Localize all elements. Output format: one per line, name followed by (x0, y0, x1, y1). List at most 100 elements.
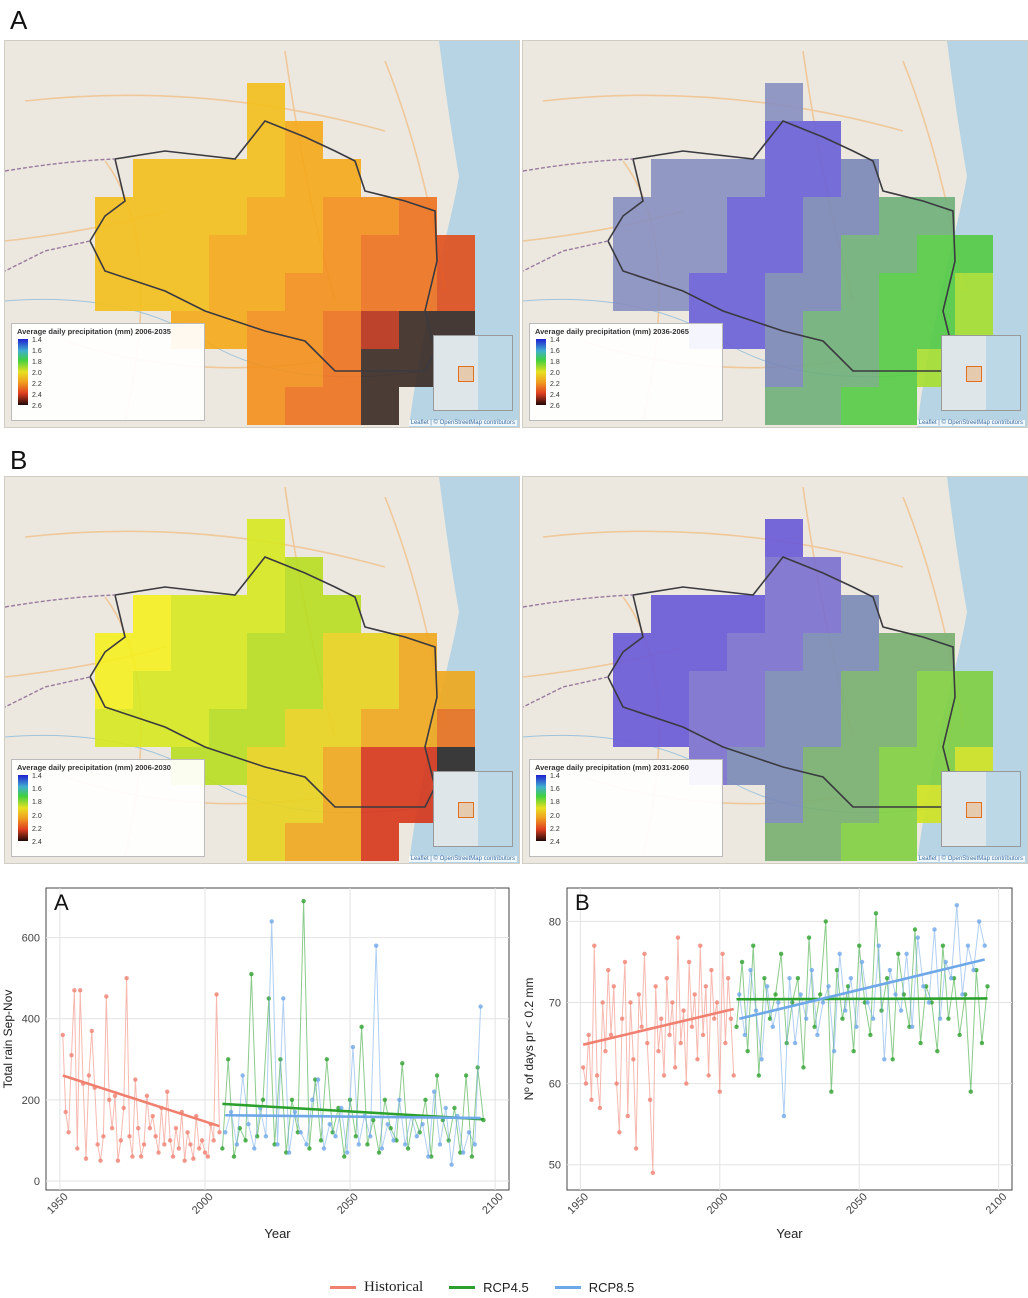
data-point-rcp85 (304, 1142, 309, 1147)
data-point-historical (681, 1008, 686, 1013)
data-point-historical (72, 988, 77, 993)
grid-cell (803, 823, 841, 861)
data-point-rcp85 (965, 943, 971, 948)
grid-cell (803, 121, 841, 159)
overview-minimap[interactable] (433, 771, 513, 847)
map-canvas (523, 477, 1027, 863)
grid-cell (399, 349, 437, 387)
minimap-viewport[interactable] (966, 366, 982, 382)
minimap-viewport[interactable] (966, 802, 982, 818)
minimap-viewport[interactable] (458, 366, 474, 382)
grid-cell (727, 273, 765, 311)
precipitation-map-2036-2065[interactable]: Average daily precipitation (mm) 2036-20… (522, 40, 1028, 428)
map-attribution[interactable]: Leaflet | © OpenStreetMap contributors (916, 420, 1025, 426)
data-point-rcp85 (437, 1142, 443, 1147)
trend-line-rcp45 (736, 997, 988, 1001)
x-tick-label: 2050 (844, 1191, 870, 1217)
overview-minimap[interactable] (941, 335, 1021, 411)
data-point-rcp45 (342, 1154, 347, 1159)
data-point-historical (684, 1081, 689, 1086)
data-point-rcp45 (968, 1089, 973, 1094)
data-point-historical (700, 1032, 706, 1038)
data-point-historical (614, 1081, 619, 1086)
map-attribution[interactable]: Leaflet | © OpenStreetMap contributors (408, 856, 517, 862)
grid-cell (803, 747, 841, 785)
data-point-historical (639, 1024, 644, 1030)
data-point-historical (650, 1170, 656, 1176)
grid-cell (765, 387, 803, 425)
legend-swatch-historical (330, 1285, 356, 1289)
y-tick-label: 60 (549, 1079, 561, 1091)
grid-cell (361, 823, 399, 861)
grid-cell (689, 197, 727, 235)
data-point-rcp85 (915, 935, 920, 940)
grid-cell (727, 197, 765, 235)
trend-line-rcp85 (225, 1113, 481, 1120)
data-point-historical (622, 959, 628, 965)
grid-cell (247, 349, 285, 387)
data-point-rcp85 (910, 1024, 915, 1030)
grid-cell (765, 121, 803, 159)
precipitation-map-2031-2060[interactable]: Average daily precipitation (mm) 2031-20… (522, 476, 1028, 864)
data-point-historical (167, 1138, 173, 1143)
y-tick-label: 0 (34, 1176, 40, 1188)
grid-cell (803, 785, 841, 823)
grid-cell (841, 235, 879, 273)
data-point-rcp45 (463, 1073, 469, 1078)
map-legend-title: Average daily precipitation (mm) 2006-20… (17, 763, 171, 772)
legend-swatch-rcp45 (449, 1285, 476, 1289)
chart-svg: 0 200 400 600 1950 2000 2050 2100 A Year Total rai… (1, 887, 510, 1241)
grid-cell (323, 273, 361, 311)
map-legend-tick: 2.2 (550, 825, 560, 833)
grid-cell (247, 785, 285, 823)
map-legend-tick: 1.8 (550, 359, 560, 366)
data-point-historical (66, 1130, 71, 1135)
data-point-historical (633, 1146, 639, 1151)
panel-letter-b: B (10, 445, 28, 475)
grid-cell (133, 633, 171, 671)
data-point-historical (731, 1073, 736, 1078)
map-attribution[interactable]: Leaflet | © OpenStreetMap contributors (916, 856, 1025, 862)
precipitation-map-2006-2035[interactable]: Average daily precipitation (mm) 2006-20… (4, 40, 520, 428)
data-point-rcp85 (865, 1000, 870, 1005)
data-point-historical (703, 984, 709, 989)
grid-cell (879, 671, 917, 709)
data-point-rcp45 (231, 1154, 237, 1159)
grid-cell (323, 197, 361, 235)
grid-cell (727, 709, 765, 747)
data-point-rcp45 (806, 935, 812, 940)
grid-cell (171, 595, 209, 633)
data-point-rcp45 (249, 971, 254, 977)
data-point-historical (723, 1040, 728, 1046)
overview-minimap[interactable] (433, 335, 513, 411)
grid-cell (247, 235, 285, 273)
data-point-rcp45 (823, 919, 828, 924)
data-point-historical (211, 1138, 216, 1143)
grid-cell (879, 273, 917, 311)
grid-cell (841, 785, 879, 823)
map-legend-tick: 1.4 (550, 773, 560, 780)
map-attribution[interactable]: Leaflet | © OpenStreetMap contributors (408, 420, 517, 426)
data-point-rcp45 (324, 1057, 330, 1062)
data-point-rcp45 (812, 1024, 817, 1030)
precipitation-grid (613, 83, 993, 425)
precipitation-map-2006-2030[interactable]: Average daily precipitation (mm) 2006-20… (4, 476, 520, 864)
grid-cell (765, 311, 803, 349)
map-legend-tick: 2.2 (550, 381, 560, 388)
minimap-viewport[interactable] (458, 802, 474, 818)
data-point-rcp85 (776, 1000, 781, 1005)
data-point-rcp85 (379, 1146, 385, 1151)
data-point-rcp85 (310, 1097, 315, 1103)
country-border (5, 594, 116, 708)
data-point-historical (608, 1032, 614, 1038)
y-axis-label: Nº of days pr < 0.2 mm (522, 978, 536, 1101)
overview-minimap[interactable] (941, 771, 1021, 847)
data-point-historical (144, 1093, 150, 1098)
grid-cell (651, 159, 689, 197)
grid-cell (651, 633, 689, 671)
data-point-rcp45 (790, 1000, 795, 1005)
data-point-rcp45 (762, 975, 767, 981)
data-point-rcp85 (742, 1032, 748, 1038)
data-point-historical (69, 1053, 74, 1058)
data-point-historical (728, 1016, 734, 1021)
